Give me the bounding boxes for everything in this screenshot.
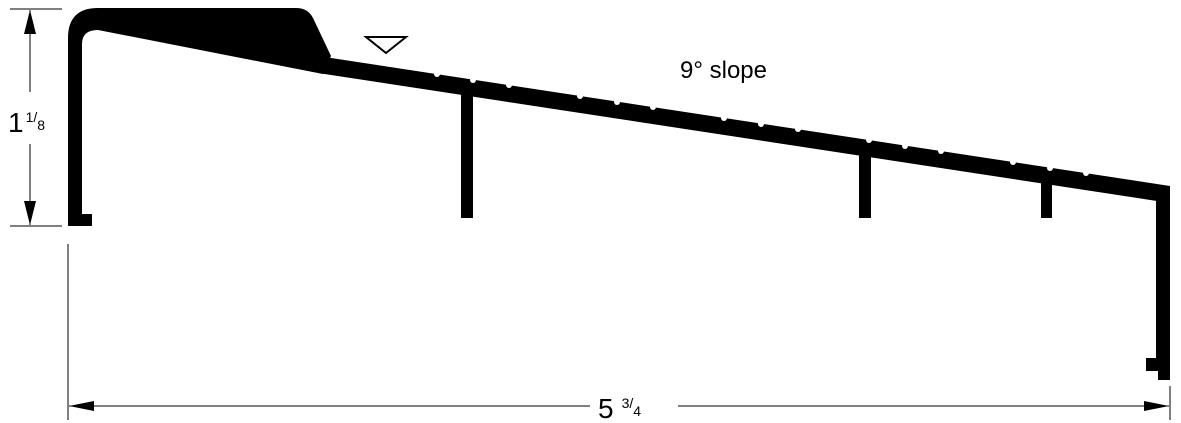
serration — [1047, 165, 1053, 171]
water-level-triangle-icon — [363, 36, 409, 55]
extrusion-profile — [68, 8, 1170, 380]
serration — [434, 71, 440, 77]
serration — [938, 148, 944, 154]
support-rib-1 — [461, 90, 473, 218]
sloped-deck — [318, 56, 1170, 203]
serration — [721, 115, 727, 121]
serration — [577, 93, 583, 99]
serration — [866, 137, 872, 143]
dimension-arrow-icon — [69, 401, 94, 411]
serration — [1010, 159, 1016, 165]
dimension-arrow-icon — [24, 10, 36, 34]
right-leg — [1146, 194, 1170, 380]
serration — [470, 77, 476, 83]
dimension-arrow-icon — [24, 201, 36, 225]
width-numerator: 3 — [622, 395, 630, 411]
width-dimension — [67, 244, 1171, 420]
serration — [758, 121, 764, 127]
serration — [902, 143, 908, 149]
height-numerator: 1 — [26, 109, 34, 125]
height-value: 1 1/8 — [8, 107, 45, 138]
height-denominator: 8 — [37, 117, 45, 133]
width-value: 5 3/4 — [598, 393, 641, 423]
height-whole: 1 — [8, 107, 24, 138]
serration — [795, 126, 801, 132]
serration — [506, 82, 512, 88]
width-denominator: 4 — [633, 403, 641, 419]
deck-serrations — [434, 71, 1089, 176]
support-rib-3 — [1041, 178, 1052, 218]
serration — [650, 104, 656, 110]
serration — [1083, 170, 1089, 176]
width-whole: 5 — [598, 393, 614, 423]
width-slash: / — [629, 395, 633, 411]
left-leg — [68, 8, 331, 226]
height-slash: / — [33, 109, 37, 125]
dimension-arrow-icon — [1144, 401, 1169, 411]
support-rib-2 — [859, 150, 871, 218]
slope-label: 9° slope — [680, 57, 767, 84]
serration — [614, 99, 620, 105]
